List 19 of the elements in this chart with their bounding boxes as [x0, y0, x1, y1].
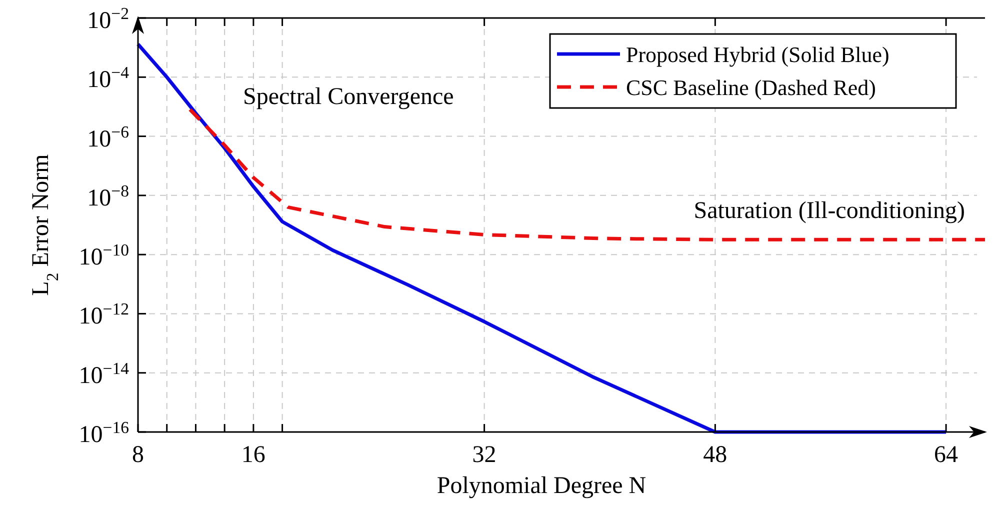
y-tick-label: 10$^{−4}$: [87, 62, 130, 94]
line-series: [188, 108, 987, 242]
y-tick-label: 10$^{−10}$: [78, 240, 129, 271]
y-tick-label: 10$^{−12}$: [78, 299, 129, 330]
legend-label: CSC Baseline (Dashed Red): [626, 75, 876, 100]
y-tick-label: 10$^{−16}$: [78, 418, 129, 448]
y-tick-label: 10$^{−6}$: [87, 122, 129, 152]
annotation: Spectral Convergence: [243, 84, 454, 110]
x-tick-label: 8: [132, 442, 144, 468]
x-tick-label: 32: [472, 442, 496, 468]
y-tick-label: 10$^{−2}$: [87, 4, 129, 34]
x-tick-label: 64: [934, 442, 958, 468]
y-tick-label: 10$^{−8}$: [87, 180, 129, 212]
y-tick-label: 10$^{−14}$: [78, 358, 130, 389]
x-axis-title: Polynomial Degree N: [436, 473, 646, 499]
annotation: Saturation (Ill-conditioning): [694, 198, 965, 224]
x-tick-label: 48: [703, 442, 728, 468]
x-tick-label: 16: [241, 442, 266, 468]
legend-label: Proposed Hybrid (Solid Blue): [626, 42, 890, 67]
